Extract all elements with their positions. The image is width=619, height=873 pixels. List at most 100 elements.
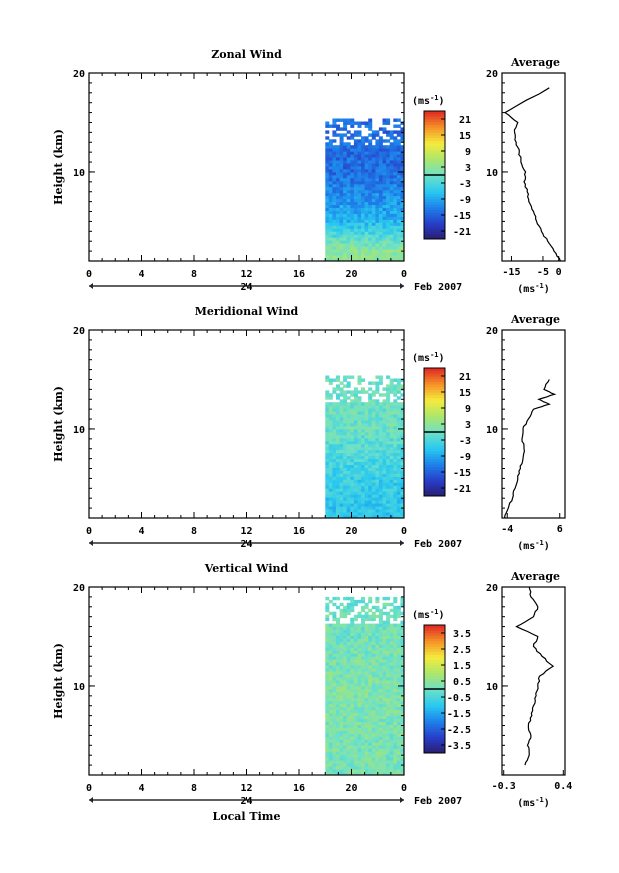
heatmap-cell [346,428,351,433]
heatmap-cell [361,139,365,143]
x-tick-label: 8 [191,526,197,537]
heatmap-cell [339,183,344,188]
heatmap-cell [378,255,383,259]
heatmap-cell [382,766,387,770]
heatmap-cell [368,219,373,223]
heatmap-cell [389,488,394,492]
heatmap-cell [336,467,340,471]
heatmap-cell [343,246,348,250]
heatmap-cell [368,169,373,173]
heatmap-cell [357,680,362,684]
heatmap-cell [361,219,365,223]
heatmap-cell [328,650,333,654]
heatmap-cell [382,145,387,149]
heatmap-cell [346,730,351,734]
heatmap-cell [396,249,401,253]
heatmap-cell [353,482,358,486]
heatmap-cell [371,656,376,660]
heatmap-cell [400,721,405,725]
heatmap-cell [386,213,391,217]
heatmap-cell [396,494,401,498]
heatmap-cell [346,721,351,725]
heatmap-cell [353,721,358,725]
heatmap-cell [364,402,369,406]
heatmap-cell [350,446,355,451]
heatmap-cell [343,148,348,152]
heatmap-cell [396,192,401,197]
heatmap-cell [400,204,405,208]
heatmap-cell [332,166,337,170]
heatmap-cell [339,258,344,262]
heatmap-cell [389,712,394,717]
heatmap-cell [357,237,362,241]
heatmap-cell [353,195,358,200]
heatmap-cell [389,668,394,672]
heatmap-cell [339,512,344,516]
heatmap-cell [371,506,376,510]
heatmap-cell [361,473,365,477]
heatmap-cell [371,201,376,205]
heatmap-cell [361,614,365,619]
heatmap-cell [325,440,330,445]
heatmap-cell [346,632,351,636]
heatmap-cell [343,479,348,483]
heatmap-cell [378,608,383,613]
heatmap-cell [357,195,362,200]
heatmap-cell [357,700,362,705]
heatmap-cell [386,420,391,424]
heatmap-cell [350,512,355,516]
heatmap-cell [346,210,351,214]
heatmap-cell [386,503,391,507]
heatmap-cell [364,497,369,501]
heatmap-cell [325,249,330,253]
heatmap-cell [346,512,351,516]
heatmap-cell [353,739,358,743]
heatmap-cell [393,626,398,630]
heatmap-cell [396,491,401,495]
heatmap-cell [336,133,340,137]
heatmap-cell [364,390,369,394]
heatmap-cell [325,455,330,460]
heatmap-cell [389,467,394,471]
x-tick-label: 0 [401,269,407,280]
heatmap-cell [378,512,383,516]
heatmap-cell [375,204,380,208]
heatmap-cell [361,479,365,483]
heatmap-cell [353,730,358,734]
heatmap-cell [328,488,333,492]
heatmap-cell [328,189,333,194]
heatmap-cell [336,160,340,164]
heatmap-cell [375,467,380,471]
heatmap-cell [386,494,391,498]
heatmap-cell [353,455,358,460]
heatmap-cell [361,411,365,415]
heatmap-cell [353,685,358,690]
heatmap-cell [361,766,365,770]
heatmap-cell [328,396,333,400]
heatmap-cell [396,423,401,427]
heatmap-cell [386,665,391,669]
x-tick-label: 0 [86,783,92,794]
heatmap-cell [371,452,376,457]
heatmap-cell [386,733,391,737]
heatmap-cell [375,405,380,409]
heatmap-cell [353,222,358,226]
heatmap-cell [325,234,330,238]
heatmap-cell [382,449,387,454]
heatmap-cell [339,739,344,743]
heatmap-cell [382,171,387,176]
heatmap-cell [325,745,330,749]
heatmap-cell [396,772,401,776]
heatmap-cell [361,163,365,167]
heatmap-cell [364,650,369,654]
heatmap-cell [393,414,398,418]
heatmap-cell [386,470,391,474]
heatmap-cell [382,255,387,259]
heatmap-cell [325,431,330,436]
heatmap-cell [361,662,365,666]
heatmap-cell [357,148,362,152]
heatmap-cell [343,216,348,220]
heatmap-cell [336,180,340,185]
heatmap-cell [346,763,351,767]
heatmap-cell [378,151,383,155]
